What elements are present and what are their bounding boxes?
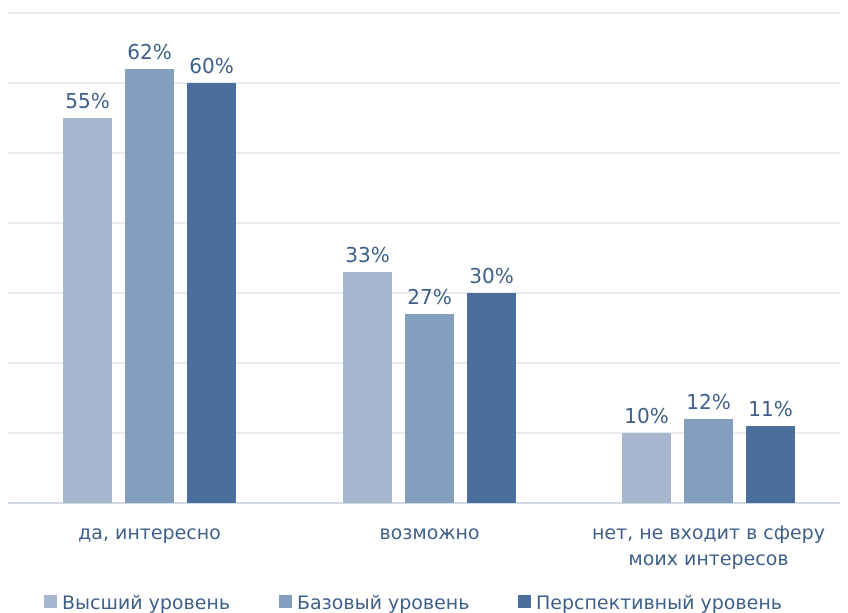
- data-label: 60%: [189, 54, 233, 78]
- category-label-line: возможно: [379, 522, 479, 544]
- data-label: 33%: [345, 243, 389, 267]
- data-label: 12%: [686, 390, 730, 414]
- bar: [343, 272, 392, 503]
- data-labels: 55% 33% 10% 62% 27% 12% 60% 30% 11%: [65, 40, 792, 428]
- bar: [467, 293, 516, 503]
- category-label: да, интересно: [78, 522, 221, 544]
- data-label: 62%: [127, 40, 171, 64]
- legend-label: Базовый уровень: [297, 592, 469, 613]
- category-labels: да, интересно возможно нет, не входит в сф…: [78, 522, 825, 570]
- bar: [684, 419, 733, 503]
- category-label-line: моих интересов: [628, 548, 788, 570]
- category-label-line: нет, не входит в сферу: [592, 522, 825, 544]
- legend-swatch: [279, 595, 292, 608]
- legend-label: Высший уровень: [62, 592, 230, 613]
- category-label: нет, не входит в сферу моих интересов: [592, 522, 825, 570]
- data-label: 30%: [469, 264, 513, 288]
- bar: [746, 426, 795, 503]
- bar: [63, 118, 112, 503]
- legend-swatch: [518, 595, 531, 608]
- data-label: 55%: [65, 89, 109, 113]
- bars: [63, 69, 795, 503]
- bar: [187, 83, 236, 503]
- bar: [125, 69, 174, 503]
- legend-swatch: [44, 595, 57, 608]
- category-label: возможно: [379, 522, 479, 544]
- data-label: 27%: [407, 285, 451, 309]
- legend-label: Перспективный уровень: [536, 592, 782, 613]
- data-label: 11%: [748, 397, 792, 421]
- bar: [622, 433, 671, 503]
- category-label-line: да, интересно: [78, 522, 221, 544]
- legend: Высший уровень Базовый уровень Перспективн…: [44, 592, 782, 613]
- data-label: 10%: [624, 404, 668, 428]
- bar: [405, 314, 454, 503]
